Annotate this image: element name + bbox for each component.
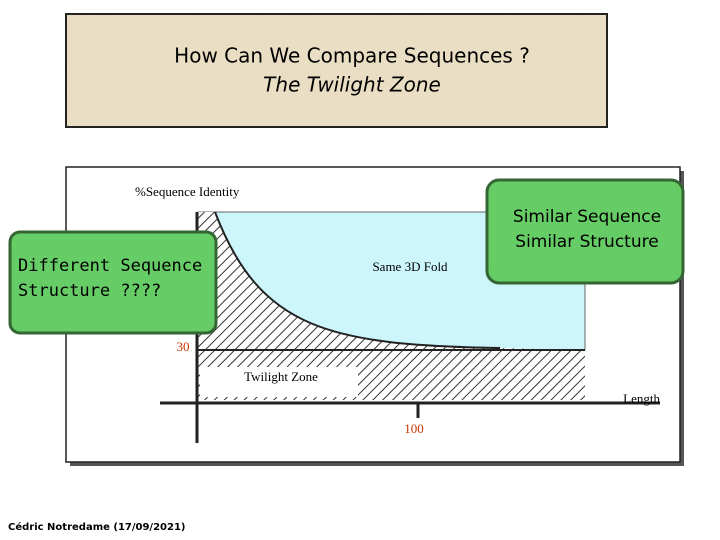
- same-fold-label: Same 3D Fold: [372, 259, 448, 274]
- right-callout-line: Similar Structure: [515, 232, 658, 252]
- title: How Can We Compare Sequences ?: [174, 44, 530, 68]
- x-axis-label: Length: [623, 391, 660, 406]
- title-texture: [67, 15, 606, 126]
- left-callout: [8, 230, 218, 335]
- subtitle: The Twilight Zone: [263, 73, 441, 97]
- curve: [214, 211, 501, 349]
- left-callout-line: Different Sequence: [18, 256, 202, 276]
- y-axis-label: %Sequence Identity: [135, 184, 240, 199]
- left-callout-line: Structure ????: [18, 281, 161, 301]
- twilight-region: [198, 212, 585, 400]
- right-callout: [485, 178, 685, 285]
- threshold-label: 30: [177, 339, 190, 354]
- right-callout-line: Similar Sequence: [513, 207, 661, 227]
- twilight-label: Twilight Zone: [244, 369, 318, 384]
- length-label: 100: [404, 421, 424, 436]
- footer: Cédric Notredame (17/09/2021): [8, 521, 185, 533]
- twilight-box: [200, 367, 358, 397]
